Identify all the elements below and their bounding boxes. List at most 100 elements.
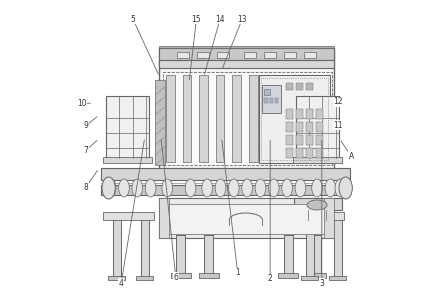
Text: 8: 8: [83, 183, 88, 192]
Ellipse shape: [102, 177, 115, 199]
Bar: [204, 235, 213, 275]
Bar: [296, 148, 303, 158]
Bar: [159, 168, 334, 175]
Bar: [308, 208, 326, 220]
Bar: [159, 46, 334, 48]
Bar: [306, 135, 313, 145]
Bar: [108, 276, 125, 280]
Ellipse shape: [202, 179, 213, 197]
Bar: [264, 98, 268, 103]
Bar: [270, 98, 273, 103]
Bar: [293, 157, 342, 163]
Text: 10: 10: [78, 99, 87, 108]
Text: 5: 5: [131, 15, 136, 24]
Bar: [307, 273, 326, 278]
Bar: [316, 75, 324, 162]
Bar: [299, 75, 308, 162]
Bar: [103, 157, 152, 163]
Bar: [293, 212, 344, 220]
Text: 7: 7: [83, 146, 88, 155]
Bar: [306, 109, 313, 119]
Text: 12: 12: [333, 97, 343, 106]
Bar: [306, 218, 314, 278]
Ellipse shape: [339, 177, 352, 199]
Bar: [136, 276, 153, 280]
Bar: [286, 122, 293, 132]
Bar: [294, 198, 342, 210]
Ellipse shape: [268, 179, 279, 197]
Text: A: A: [349, 152, 354, 161]
Bar: [249, 75, 258, 162]
Bar: [306, 122, 313, 132]
Ellipse shape: [185, 179, 196, 197]
Ellipse shape: [255, 179, 266, 197]
Bar: [306, 83, 313, 90]
Ellipse shape: [335, 179, 346, 197]
Ellipse shape: [105, 179, 116, 197]
Bar: [163, 204, 330, 234]
Bar: [279, 273, 299, 278]
Bar: [197, 52, 209, 58]
Bar: [304, 52, 316, 58]
Bar: [103, 212, 154, 220]
Bar: [176, 235, 185, 275]
Text: 13: 13: [237, 15, 247, 24]
Bar: [159, 198, 334, 238]
Bar: [101, 185, 350, 195]
Ellipse shape: [325, 179, 336, 197]
Bar: [177, 52, 189, 58]
Bar: [101, 168, 350, 180]
Ellipse shape: [307, 200, 327, 210]
Bar: [163, 72, 332, 165]
Bar: [183, 75, 191, 162]
Bar: [159, 48, 334, 60]
Bar: [217, 52, 229, 58]
Bar: [264, 89, 270, 95]
Bar: [286, 109, 293, 119]
Bar: [286, 135, 293, 145]
Ellipse shape: [215, 179, 226, 197]
Bar: [113, 218, 120, 278]
Bar: [312, 235, 321, 275]
Ellipse shape: [312, 179, 323, 197]
Bar: [296, 135, 303, 145]
Bar: [233, 75, 241, 162]
Bar: [301, 276, 319, 280]
Bar: [159, 198, 168, 238]
Text: 2: 2: [268, 274, 272, 283]
Bar: [264, 52, 276, 58]
Bar: [171, 273, 190, 278]
Bar: [166, 75, 175, 162]
Bar: [259, 75, 330, 163]
Text: 9: 9: [84, 121, 89, 130]
Bar: [296, 83, 303, 90]
Bar: [296, 96, 339, 158]
Ellipse shape: [132, 179, 143, 197]
Text: 6: 6: [173, 273, 178, 282]
Bar: [316, 122, 323, 132]
Bar: [216, 75, 225, 162]
Bar: [316, 109, 323, 119]
Bar: [244, 52, 256, 58]
Bar: [284, 235, 293, 275]
Bar: [261, 78, 328, 160]
Text: 14: 14: [215, 15, 225, 24]
Bar: [296, 122, 303, 132]
Bar: [334, 218, 342, 278]
Bar: [198, 273, 218, 278]
Bar: [266, 75, 275, 162]
Bar: [159, 48, 334, 175]
Text: 4: 4: [119, 279, 124, 288]
Bar: [324, 198, 334, 238]
Bar: [316, 148, 323, 158]
Bar: [296, 109, 303, 119]
Bar: [283, 75, 291, 162]
Bar: [275, 98, 279, 103]
Bar: [306, 148, 313, 158]
Ellipse shape: [162, 179, 173, 197]
Text: 11: 11: [333, 121, 343, 130]
Ellipse shape: [282, 179, 292, 197]
Bar: [329, 276, 346, 280]
Text: 15: 15: [192, 15, 201, 24]
Ellipse shape: [295, 179, 306, 197]
